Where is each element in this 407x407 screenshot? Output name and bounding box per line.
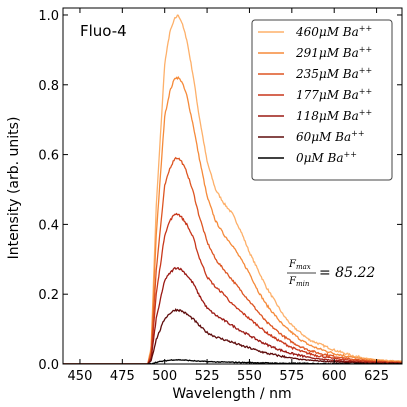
series-line-235uM [63,156,402,364]
x-tick-label: 575 [279,369,304,384]
x-tick-label: 525 [195,369,220,384]
legend-item: 235μM Ba++ [258,66,372,81]
y-tick-label: 0.2 [38,288,59,303]
x-tick-label: 475 [110,369,135,384]
x-tick-label: 550 [237,369,262,384]
y-axis-label: Intensity (arb. units) [6,117,22,260]
legend-label: 177μM Ba++ [296,87,372,102]
x-tick-label: 500 [152,369,177,384]
legend-item: 118μM Ba++ [258,108,372,123]
plot-frame [62,7,403,365]
fluo-annotation: Fluo-4 [80,22,127,40]
legend-box [251,19,393,181]
legend: 460μM Ba++ 291μM Ba++ 235μM Ba++ 177μM Ba++… [251,19,393,181]
legend-item: 0μM Ba++ [258,150,357,165]
legend-item: 460μM Ba++ [258,24,372,39]
ratio-annotation: Fmax Fmin = 85.22 [287,259,375,288]
y-tick-label: 1.0 [38,9,59,24]
legend-item: 60μM Ba++ [258,129,365,144]
series-line-291uM [63,75,402,364]
legend-item: 177μM Ba++ [258,87,372,102]
x-tick-label: 600 [322,369,347,384]
legend-label: 0μM Ba++ [296,150,357,165]
ratio-denominator: Fmin [288,276,310,288]
x-tick-label: 450 [68,369,93,384]
ratio-numerator: Fmax [288,259,311,271]
x-tick-label: 625 [364,369,389,384]
legend-item: 291μM Ba++ [258,45,372,60]
series-layer [63,14,402,364]
legend-label: 460μM Ba++ [295,24,372,39]
series-line-460uM [63,14,402,364]
y-axis-ticks: 0.0 0.2 0.4 0.6 0.8 1.0 [38,9,402,373]
legend-label: 291μM Ba++ [295,45,372,60]
ratio-value: = 85.22 [319,265,375,281]
y-tick-label: 0.6 [38,149,59,164]
y-tick-label: 0.4 [38,218,59,233]
x-axis-ticks: 450 475 500 525 550 575 600 625 [68,8,389,384]
legend-label: 118μM Ba++ [296,108,372,123]
series-line-0uM [63,358,402,364]
series-line-118uM [63,266,402,364]
y-tick-label: 0.8 [38,79,59,94]
legend-label: 235μM Ba++ [295,66,372,81]
legend-label: 60μM Ba++ [296,129,365,144]
x-axis-label: Wavelength / nm [172,386,291,402]
y-tick-label: 0.0 [38,358,59,373]
series-line-177uM [63,212,402,364]
series-line-60uM [63,308,402,364]
